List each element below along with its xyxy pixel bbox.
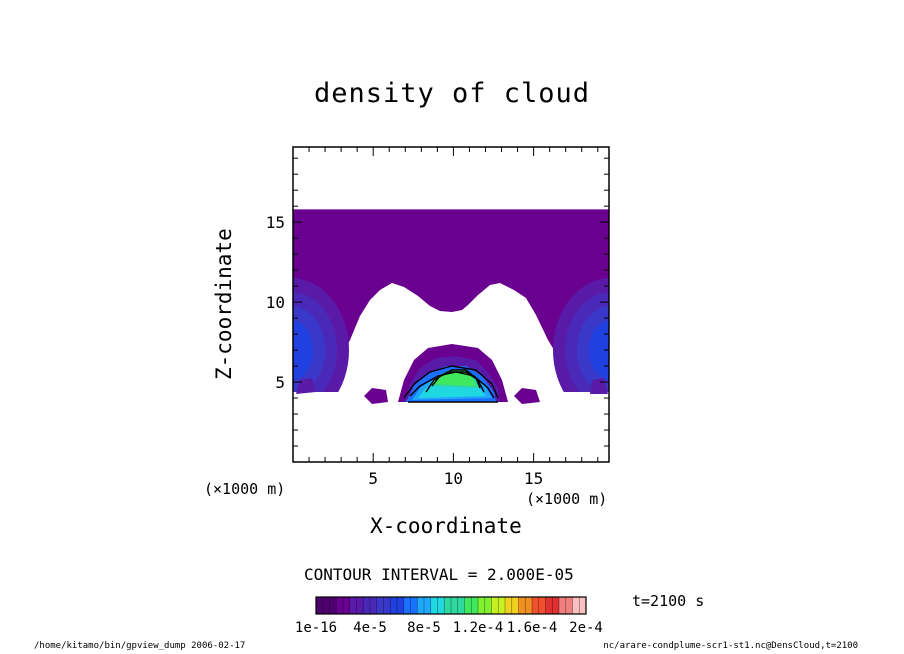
- x-tick-label: 15: [524, 469, 543, 488]
- colorbar-tick-label: 1.6e-4: [506, 620, 558, 636]
- colorbar-cell: [559, 597, 567, 614]
- y-axis-label: Z-coordinate: [212, 228, 236, 380]
- cloud-layer: [293, 209, 609, 392]
- colorbar-cell: [552, 597, 560, 614]
- y-tick-label: 10: [266, 293, 285, 312]
- contour-field: [293, 209, 609, 404]
- core-contour: [588, 320, 609, 380]
- contour-line: [425, 371, 485, 393]
- colorbar: [315, 596, 587, 615]
- colorbar-cell: [397, 597, 405, 614]
- colorbar-cell: [410, 597, 418, 614]
- colorbar-tick-label: 1e-16: [294, 620, 338, 636]
- colorbar-cell: [363, 597, 371, 614]
- colorbar-cell: [356, 597, 364, 614]
- colorbar-cell: [565, 597, 573, 614]
- colorbar-cell: [343, 597, 351, 614]
- x-tick-label: 5: [368, 469, 378, 488]
- colorbar-cell: [316, 597, 324, 614]
- colorbar-cell: [390, 597, 398, 614]
- plot-border: [292, 146, 610, 463]
- cloud-patch: [364, 388, 388, 404]
- colorbar-cell: [498, 597, 506, 614]
- colorbar-cell: [430, 597, 438, 614]
- colorbar-tick-label: 8e-5: [407, 620, 441, 636]
- footer-source: nc/arare-condplume-scr1-st1.nc@DensCloud…: [603, 641, 858, 651]
- colorbar-cell: [525, 597, 533, 614]
- core-contour: [293, 320, 314, 380]
- colorbar-cell: [383, 597, 391, 614]
- colorbar-tick-label: 1.2e-4: [452, 620, 504, 636]
- colorbar-cell: [478, 597, 486, 614]
- cloud-patch: [514, 388, 540, 404]
- contour-interval-label: CONTOUR INTERVAL = 2.000E-05: [304, 565, 574, 584]
- colorbar-cell: [417, 597, 425, 614]
- contour-line: [403, 365, 499, 399]
- colorbar-cell: [518, 597, 526, 614]
- y-tick-label: 5: [275, 373, 285, 392]
- colorbar-cell: [437, 597, 445, 614]
- colorbar-cell: [329, 597, 337, 614]
- colorbar-cell: [457, 597, 465, 614]
- x-axis-label: X-coordinate: [370, 514, 522, 538]
- colorbar-border: [315, 596, 587, 615]
- core-contour: [293, 306, 326, 392]
- colorbar-cell: [491, 597, 499, 614]
- plot-frame: [292, 146, 610, 463]
- colorbar-cell: [349, 597, 357, 614]
- x-tick-label: 10: [444, 469, 463, 488]
- colorbar-cell: [484, 597, 492, 614]
- core-contour: [576, 306, 609, 392]
- colorbar-cell: [444, 597, 452, 614]
- axis-ticks: 5 10 15 5 10 15: [266, 147, 609, 488]
- colorbar-cell: [370, 597, 378, 614]
- colorbar-cell: [532, 597, 540, 614]
- left-edge-core: [293, 278, 350, 392]
- colorbar-cell: [505, 597, 513, 614]
- colorbar-cell: [511, 597, 519, 614]
- colorbar-cell: [538, 597, 546, 614]
- colorbar-cell: [322, 597, 330, 614]
- colorbar-cell: [336, 597, 344, 614]
- x-unit-label: (×1000 m): [204, 480, 286, 498]
- colorbar-cell: [424, 597, 432, 614]
- colorbar-cell: [451, 597, 459, 614]
- colorbar-cell: [579, 597, 587, 614]
- central-plume: [398, 344, 508, 403]
- colorbar-cell: [572, 597, 580, 614]
- y-tick-label: 15: [266, 213, 285, 232]
- colorbar-tick-label: 4e-5: [353, 620, 387, 636]
- right-edge-core: [552, 278, 609, 392]
- time-label: t=2100 s: [632, 592, 705, 610]
- colorbar-cell: [464, 597, 472, 614]
- colorbar-tick-label: 2e-4: [569, 620, 603, 636]
- colorbar-cell: [376, 597, 384, 614]
- colorbar-cell: [403, 597, 411, 614]
- colorbar-cell: [545, 597, 553, 614]
- x-unit-label-right: (×1000 m): [526, 490, 608, 508]
- chart-title: density of cloud: [313, 78, 591, 109]
- footer-path: /home/kitamo/bin/gpview_dump 2006-02-17: [34, 641, 246, 651]
- colorbar-cell: [471, 597, 479, 614]
- contour-line: [431, 369, 481, 389]
